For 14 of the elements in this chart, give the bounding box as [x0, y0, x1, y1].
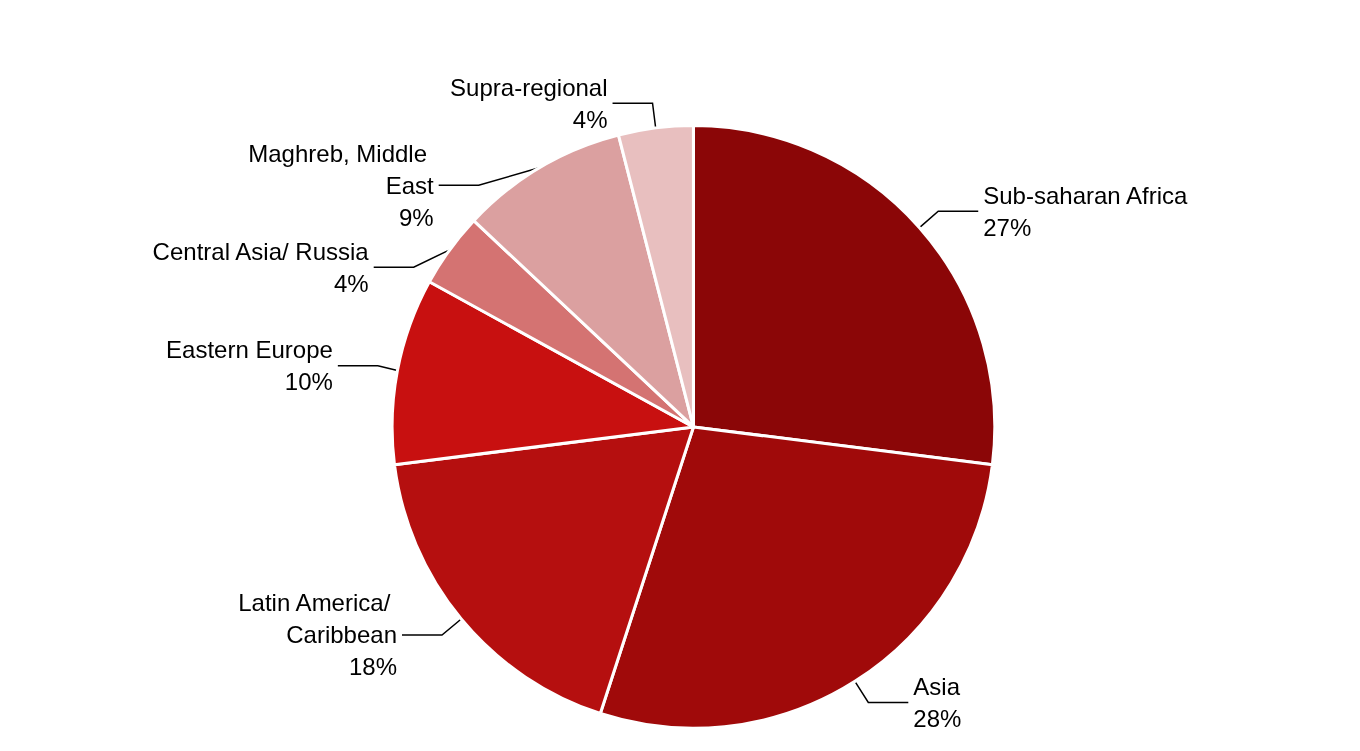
slice-label: Asia: [913, 673, 961, 700]
slice-label: Supra-regional: [450, 73, 608, 101]
data-label: 27%: [983, 213, 1032, 241]
data-label: 28%: [913, 705, 962, 732]
data-label: 4%: [334, 269, 369, 297]
slice-label: Central Asia/ Russia: [152, 237, 370, 265]
slice-label: Eastern Europe: [166, 336, 333, 364]
data-label: 10%: [284, 368, 333, 396]
slice-label: Sub-saharan Africa: [983, 181, 1189, 209]
data-label: 4%: [572, 105, 608, 133]
data-label: 9%: [399, 203, 434, 231]
slice-label: Latin America/ Caribbean: [238, 589, 397, 649]
data-label: 18%: [348, 653, 397, 681]
slice-label: Maghreb, Middle East: [248, 139, 435, 199]
